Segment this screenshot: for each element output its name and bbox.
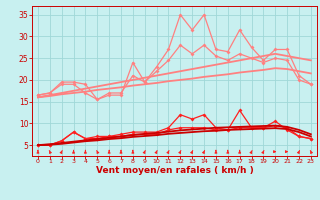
X-axis label: Vent moyen/en rafales ( km/h ): Vent moyen/en rafales ( km/h ) — [96, 166, 253, 175]
